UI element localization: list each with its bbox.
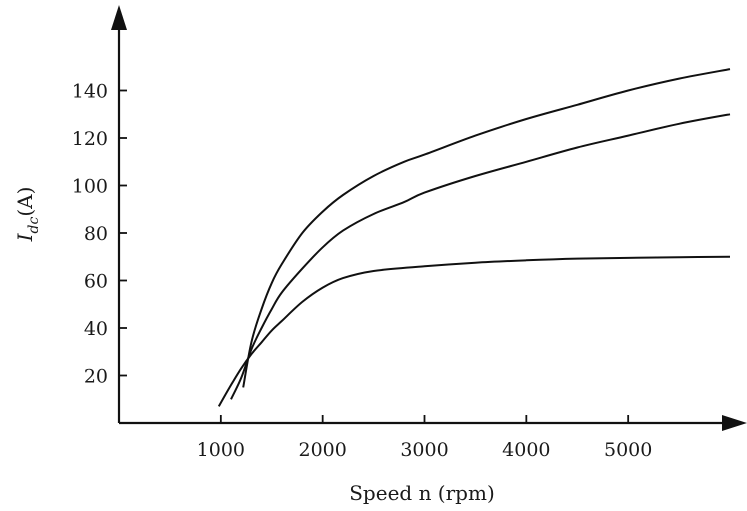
y-tick-label: 20 [84,366,108,388]
series-line-3 [217,255,731,407]
y-axis-title: Idc(A) [13,187,42,243]
curves [217,68,731,407]
x-tick-label: 5000 [604,439,652,461]
axes [111,5,747,431]
y-tick-label: 80 [84,223,108,245]
y-axis-title-sub: dc [26,217,42,234]
y-ticks: 20 40 60 80 100 120 140 [72,81,127,388]
y-tick-label: 100 [72,176,108,198]
series-line-2 [230,113,731,400]
y-tick-label: 60 [84,271,108,293]
y-axis-title-main: I [13,232,37,242]
y-tick-label: 120 [72,128,108,150]
x-tick-label: 4000 [502,439,550,461]
x-tick-label: 1000 [197,439,245,461]
series-line-1 [242,68,731,388]
x-tick-label: 3000 [400,439,448,461]
x-axis-arrow [722,415,747,431]
y-axis-arrow [111,5,127,30]
y-tick-label: 40 [84,318,108,340]
y-axis-title-unit: (A) [13,187,37,217]
x-axis-title: Speed n (rpm) [349,481,495,505]
x-tick-label: 2000 [298,439,346,461]
y-tick-label: 140 [72,81,108,103]
x-ticks: 1000 2000 3000 4000 5000 [197,415,652,461]
